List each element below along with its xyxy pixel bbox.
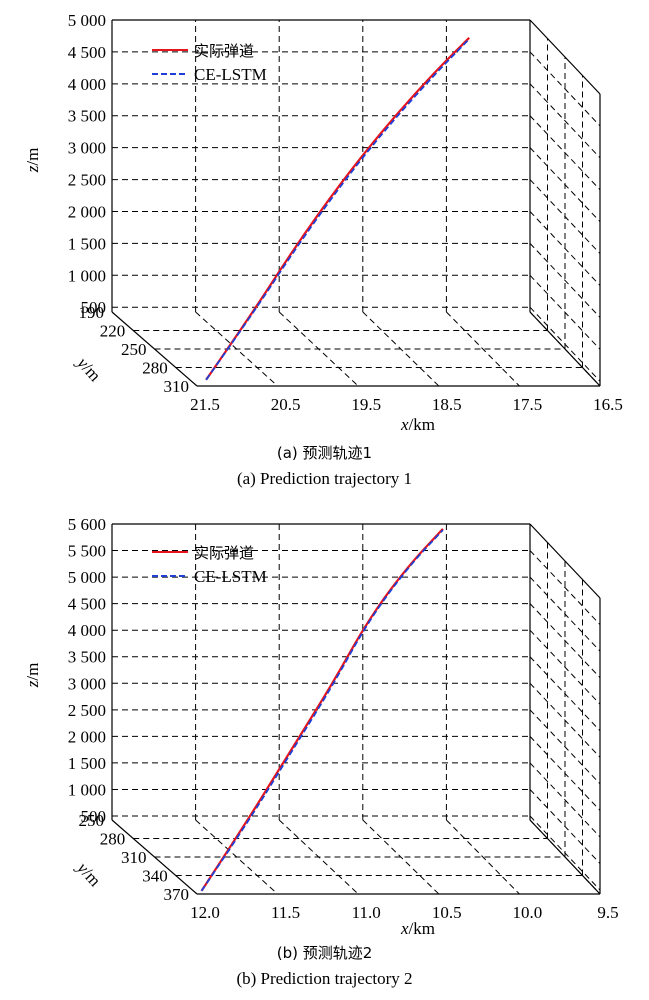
x-tick-label: 12.0 bbox=[190, 903, 220, 922]
z-tick-label: 5 600 bbox=[68, 515, 106, 534]
z-tick-label: 4 500 bbox=[68, 595, 106, 614]
x-tick-label: 11.5 bbox=[271, 903, 300, 922]
z-tick-label: 3 500 bbox=[68, 107, 106, 126]
y-tick-label: 310 bbox=[164, 377, 190, 396]
legend-label: 实际弹道 bbox=[194, 42, 254, 60]
z-gridline-side bbox=[529, 83, 601, 159]
z-gridline-side bbox=[529, 550, 601, 625]
y-tick-label: 250 bbox=[79, 811, 105, 830]
caption-b-cn: (b) 预测轨迹2 bbox=[276, 944, 373, 962]
caption-a-cn: (a) 预测轨迹1 bbox=[276, 444, 373, 462]
z-tick-label: 500 bbox=[81, 807, 107, 826]
x-tick-label: 9.5 bbox=[597, 903, 618, 922]
caption-a-en: (a) Prediction trajectory 1 bbox=[236, 469, 413, 488]
z-tick-label: 3 000 bbox=[68, 139, 106, 158]
z-tick-label: 2 000 bbox=[68, 727, 106, 746]
z-tick-label: 4 500 bbox=[68, 43, 106, 62]
y-tick-label: 370 bbox=[164, 885, 190, 904]
z-axis-label-var: z bbox=[23, 165, 42, 173]
x-axis-label-unit: /km bbox=[409, 919, 435, 938]
x-tick-label: 10.5 bbox=[432, 903, 462, 922]
x-tick-label: 10.0 bbox=[513, 903, 543, 922]
z-tick-label: 1 000 bbox=[68, 266, 106, 285]
legend-label: 实际弹道 bbox=[194, 544, 254, 562]
x-axis-label: x/km bbox=[400, 919, 435, 938]
x-gridline-floor bbox=[446, 311, 520, 387]
z-tick-label: 5 000 bbox=[68, 11, 106, 30]
x-tick-label: 16.5 bbox=[593, 395, 623, 414]
x-axis-label-var: x bbox=[400, 919, 409, 938]
y-tick-label: 280 bbox=[100, 830, 126, 849]
y-tick-label: 190 bbox=[79, 303, 105, 322]
x-gridline-floor bbox=[446, 819, 520, 895]
z-tick-label: 4 000 bbox=[68, 621, 106, 640]
z-gridline-side bbox=[529, 629, 601, 705]
z-gridline-side bbox=[529, 762, 601, 838]
x-tick-label: 19.5 bbox=[351, 395, 381, 414]
z-gridline-side bbox=[529, 603, 601, 678]
chart-a-svg: 5 000 4 500 4 000 3 500 3 000 2 500 2 000 1 500… bbox=[23, 11, 623, 434]
z-axis-label: z/m bbox=[23, 148, 42, 174]
x-tick-label: 11.0 bbox=[352, 903, 381, 922]
x-tick-label: 17.5 bbox=[513, 395, 543, 414]
x-tick-label: 20.5 bbox=[271, 395, 301, 414]
y-tick-label: 280 bbox=[142, 359, 168, 378]
z-tick-label: 1 500 bbox=[68, 754, 106, 773]
caption-b-en: (b) Prediction trajectory 2 bbox=[236, 969, 413, 988]
x-axis-label-var: x bbox=[400, 415, 409, 434]
x-tick-label: 18.5 bbox=[432, 395, 462, 414]
series-ce-lstm-line bbox=[205, 38, 470, 381]
z-axis-label-unit: /m bbox=[23, 663, 42, 681]
series-ce-lstm-line bbox=[200, 529, 444, 892]
x-gridline-floor bbox=[362, 311, 440, 387]
z-tick-label: 500 bbox=[81, 298, 107, 317]
z-tick-label: 1 000 bbox=[68, 780, 106, 799]
chart-panel-a: 5 000 4 500 4 000 3 500 3 000 2 500 2 000 1 500… bbox=[23, 11, 623, 488]
series-actual-trajectory-line bbox=[205, 37, 470, 381]
x-gridline-floor bbox=[362, 819, 440, 895]
y-tick-label: 250 bbox=[121, 340, 147, 359]
chart-b-svg: 5 600 5 500 5 000 4 500 4 000 3 500 3 000 2 500… bbox=[23, 515, 619, 938]
z-gridline-side bbox=[529, 243, 601, 318]
z-gridline-side bbox=[529, 682, 601, 758]
z-tick-label: 3 500 bbox=[68, 648, 106, 667]
z-axis-label-unit: /m bbox=[23, 148, 42, 166]
z-tick-label: 1 500 bbox=[68, 234, 106, 253]
z-tick-label: 5 000 bbox=[68, 568, 106, 587]
z-tick-label: 2 500 bbox=[68, 701, 106, 720]
z-tick-label: 4 000 bbox=[68, 75, 106, 94]
x-tick-label: 21.5 bbox=[190, 395, 220, 414]
legend-label: CE-LSTM bbox=[194, 567, 267, 586]
y-tick-label: 310 bbox=[121, 848, 147, 867]
x-axis-label: x/km bbox=[400, 415, 435, 434]
z-gridline-side bbox=[529, 274, 601, 350]
z-tick-label: 2 500 bbox=[68, 171, 106, 190]
x-axis-label-unit: /km bbox=[409, 415, 435, 434]
z-tick-label: 5 500 bbox=[68, 542, 106, 561]
y-tick-label: 340 bbox=[142, 867, 168, 886]
y-axis-label: y/m bbox=[72, 857, 105, 890]
legend-label: CE-LSTM bbox=[194, 65, 267, 84]
z-gridline-side bbox=[529, 115, 601, 191]
z-tick-label: 2 000 bbox=[68, 202, 106, 221]
z-axis-label: z/m bbox=[23, 663, 42, 689]
chart-panel-b: 5 600 5 500 5 000 4 500 4 000 3 500 3 000 2 500… bbox=[0, 500, 649, 1000]
z-tick-label: 3 000 bbox=[68, 674, 106, 693]
y-axis-label: y/m bbox=[72, 352, 105, 385]
z-axis-label-var: z bbox=[23, 680, 42, 688]
y-tick-label: 220 bbox=[100, 322, 126, 341]
